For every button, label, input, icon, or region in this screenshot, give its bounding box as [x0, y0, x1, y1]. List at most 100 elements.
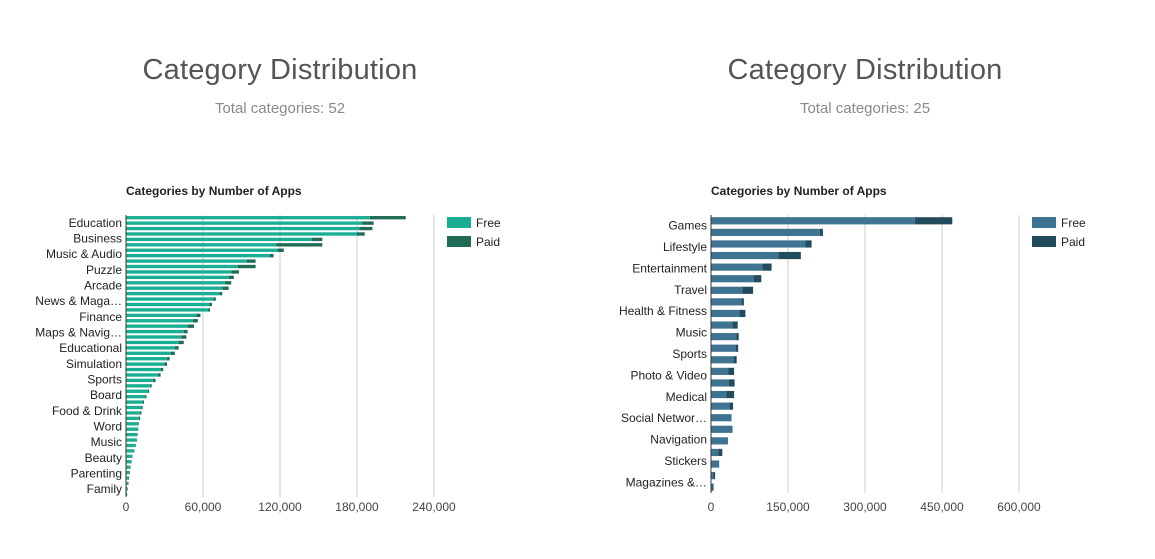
- category-label: Photo & Video: [630, 368, 707, 382]
- bar-free: [126, 226, 360, 231]
- category-label: Food & Drink: [52, 404, 123, 418]
- bar-free: [711, 483, 713, 491]
- bar-paid: [231, 270, 239, 274]
- bar-paid: [141, 405, 143, 410]
- category-label: Family: [87, 482, 122, 496]
- category-label: Music & Audio: [46, 247, 122, 261]
- bar-paid: [741, 298, 744, 306]
- bar-paid: [128, 476, 130, 480]
- chart-title: Categories by Number of Apps: [126, 184, 302, 198]
- bar-paid: [726, 390, 735, 399]
- bar-paid: [187, 324, 195, 328]
- category-label: Finance: [79, 310, 122, 324]
- bar-free: [126, 454, 132, 459]
- category-label: Sports: [672, 347, 707, 361]
- bar-paid: [369, 216, 406, 220]
- category-label: Education: [69, 216, 122, 230]
- bar-free: [126, 427, 138, 431]
- bar-paid: [359, 226, 373, 231]
- bar-paid: [713, 472, 716, 480]
- category-bar-chart-right: Categories by Number of Apps 0 150,000 300,…: [619, 184, 1086, 514]
- bar-free: [126, 438, 137, 442]
- bar-free: [711, 472, 714, 480]
- x-tick-label: 60,000: [185, 500, 222, 514]
- bar-free: [126, 286, 223, 290]
- category-label: Stickers: [664, 454, 707, 468]
- bar-free: [711, 228, 820, 236]
- bar-free: [126, 405, 142, 410]
- bar-paid: [152, 378, 156, 383]
- bar-paid: [136, 438, 137, 442]
- bar-free: [126, 281, 225, 285]
- x-tick-label: 150,000: [766, 500, 810, 514]
- x-tick-label: 180,000: [335, 500, 379, 514]
- bar-free: [126, 443, 135, 448]
- bar-free: [126, 411, 141, 415]
- category-label: Navigation: [650, 433, 707, 447]
- bar-paid: [736, 333, 739, 341]
- bar-paid: [142, 400, 144, 404]
- bar-free: [711, 240, 806, 248]
- bar-paid: [213, 297, 216, 301]
- bar-paid: [134, 443, 136, 448]
- bar-free: [126, 449, 134, 453]
- bar-free: [126, 335, 182, 339]
- bar-free: [711, 251, 779, 260]
- bar-paid: [712, 483, 714, 491]
- category-label: Simulation: [66, 357, 122, 371]
- category-label: Maps & Navig…: [35, 326, 122, 340]
- bar-paid: [126, 492, 128, 496]
- bar-free: [711, 460, 720, 468]
- panel-subtitle: Total categories: 52: [214, 100, 346, 117]
- panel-subtitle: Total categories: 25: [799, 100, 931, 117]
- bar-paid: [140, 411, 142, 415]
- bar-free: [126, 270, 232, 274]
- bar-free: [711, 356, 734, 364]
- legend-swatch: [447, 236, 471, 247]
- bar-paid: [167, 357, 170, 361]
- category-label: Travel: [674, 283, 707, 297]
- bar-paid: [138, 422, 139, 426]
- bar-paid: [237, 264, 256, 269]
- panel-title: Category Distribution: [727, 54, 1003, 86]
- bar-paid: [718, 448, 723, 457]
- bar-free: [126, 367, 161, 372]
- bar-free: [126, 346, 175, 350]
- bar-free: [126, 243, 277, 247]
- bar-free: [711, 402, 730, 410]
- bar-paid: [728, 379, 735, 387]
- bar-paid: [147, 389, 150, 393]
- bar-paid: [145, 394, 147, 399]
- bar-paid: [277, 248, 284, 252]
- bar-paid: [819, 228, 823, 236]
- bar-free: [711, 448, 719, 457]
- bar-free: [711, 217, 915, 225]
- category-label: Medical: [666, 390, 707, 404]
- bar-free: [711, 344, 736, 352]
- x-tick-label: 240,000: [412, 500, 456, 514]
- chart-title: Categories by Number of Apps: [711, 184, 887, 198]
- bar-paid: [129, 465, 131, 469]
- bar-free: [126, 416, 139, 421]
- bar-paid: [174, 346, 179, 350]
- legend-label: Paid: [476, 235, 500, 249]
- bar-paid: [219, 291, 223, 296]
- bar-free: [126, 308, 209, 312]
- bar-free: [126, 259, 247, 263]
- bar-free: [711, 379, 729, 387]
- bar-free: [711, 286, 743, 294]
- bar-paid: [805, 240, 812, 248]
- bar-free: [126, 378, 153, 383]
- bar-paid: [735, 344, 739, 352]
- bar-free: [126, 422, 139, 426]
- bar-free: [126, 373, 159, 377]
- bar-free: [126, 465, 130, 469]
- bar-free: [711, 321, 733, 329]
- bar-free: [126, 291, 220, 296]
- bar-paid: [728, 367, 735, 375]
- bar-free: [711, 263, 763, 271]
- bar-paid: [276, 243, 323, 247]
- category-label: Music: [676, 326, 707, 340]
- bar-paid: [228, 275, 234, 280]
- legend-label: Free: [1061, 216, 1086, 230]
